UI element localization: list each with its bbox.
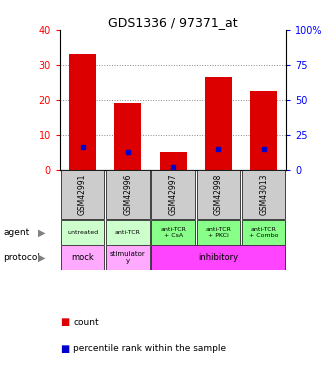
Bar (106, 170, 150, 219)
Text: stimulator
y: stimulator y (110, 251, 146, 264)
Bar (250, 91, 277, 170)
Text: count: count (73, 318, 99, 327)
Text: inhibitory: inhibitory (198, 253, 238, 262)
Bar (106, 220, 150, 245)
Text: mock: mock (71, 253, 94, 262)
Bar (152, 220, 195, 245)
Text: GSM42997: GSM42997 (168, 174, 178, 215)
Bar (152, 245, 285, 270)
Text: GSM43013: GSM43013 (259, 174, 268, 215)
Text: anti-TCR
+ PKCi: anti-TCR + PKCi (205, 227, 231, 238)
Text: GSM42996: GSM42996 (123, 174, 133, 215)
Bar (69, 54, 96, 170)
Text: ▶: ▶ (38, 252, 45, 262)
Bar (114, 103, 142, 170)
Text: GSM42998: GSM42998 (214, 174, 223, 215)
Bar (242, 220, 285, 245)
Bar (160, 152, 187, 170)
Bar (61, 220, 104, 245)
Text: ■: ■ (60, 344, 69, 354)
Bar (197, 220, 240, 245)
Text: ■: ■ (60, 318, 69, 327)
Bar (242, 170, 285, 219)
Text: anti-TCR
+ CsA: anti-TCR + CsA (160, 227, 186, 238)
Bar (205, 77, 232, 170)
Bar (106, 245, 150, 270)
Bar (61, 170, 104, 219)
Bar (197, 170, 240, 219)
Text: agent: agent (3, 228, 30, 237)
Bar (61, 245, 104, 270)
Text: anti-TCR
+ Combo: anti-TCR + Combo (249, 227, 278, 238)
Text: untreated: untreated (67, 230, 98, 235)
Text: anti-TCR: anti-TCR (115, 230, 141, 235)
Text: GSM42991: GSM42991 (78, 174, 87, 215)
Title: GDS1336 / 97371_at: GDS1336 / 97371_at (108, 16, 238, 29)
Text: percentile rank within the sample: percentile rank within the sample (73, 344, 226, 353)
Text: protocol: protocol (3, 253, 40, 262)
Bar (152, 170, 195, 219)
Text: ▶: ▶ (38, 227, 45, 237)
